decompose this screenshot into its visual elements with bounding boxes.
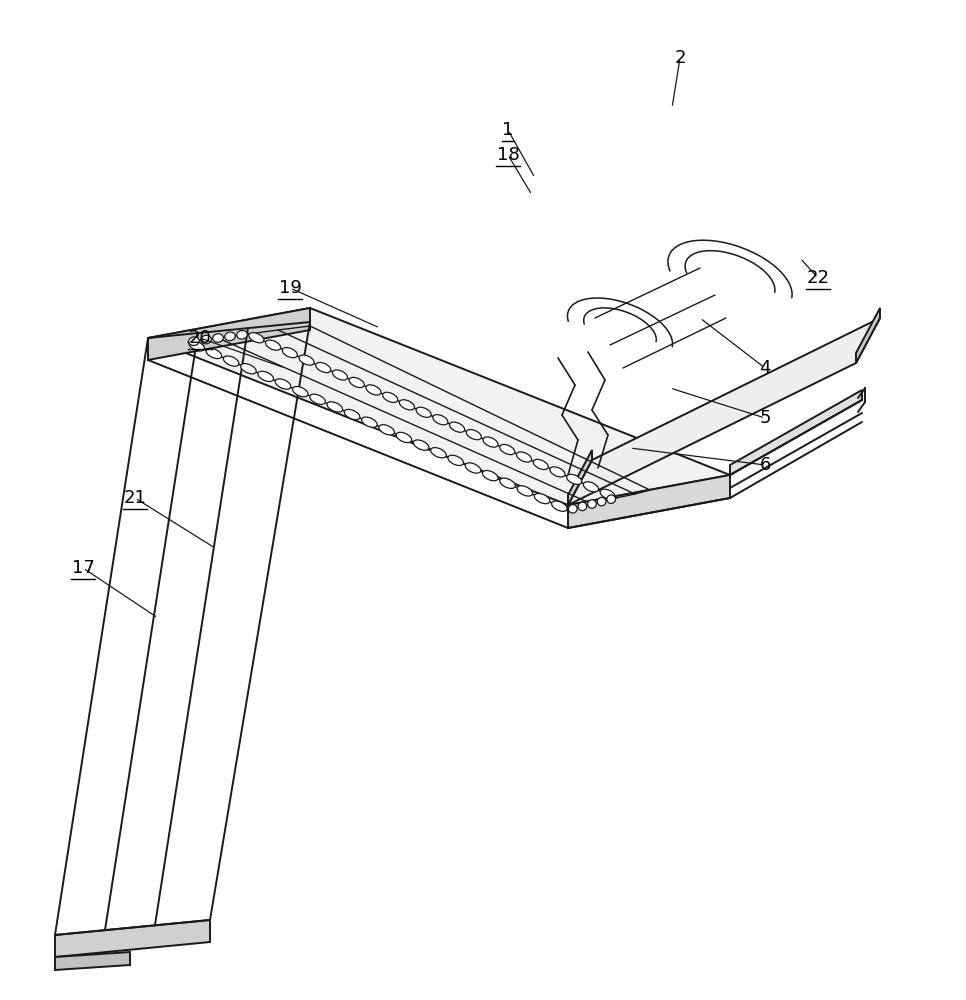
Ellipse shape [466,463,481,473]
Ellipse shape [416,407,431,417]
Text: 2: 2 [674,49,686,67]
Text: 19: 19 [278,279,301,297]
Ellipse shape [188,337,199,345]
Ellipse shape [299,355,314,365]
Ellipse shape [533,459,549,470]
Ellipse shape [366,385,381,395]
Ellipse shape [448,455,464,466]
Ellipse shape [483,437,498,447]
Text: 18: 18 [497,146,520,164]
Ellipse shape [282,348,298,358]
Ellipse shape [293,386,308,397]
Ellipse shape [249,333,264,343]
Text: 22: 22 [807,269,830,287]
Ellipse shape [517,452,531,462]
Text: 20: 20 [188,329,212,347]
Ellipse shape [482,470,498,481]
Ellipse shape [266,340,281,350]
Polygon shape [55,920,210,957]
Ellipse shape [241,364,256,374]
Ellipse shape [344,409,360,420]
Ellipse shape [578,502,586,511]
Polygon shape [148,308,730,505]
Ellipse shape [499,444,515,455]
Ellipse shape [597,497,606,506]
Ellipse shape [383,392,398,402]
Ellipse shape [587,500,596,508]
Ellipse shape [534,493,550,504]
Ellipse shape [201,335,212,344]
Ellipse shape [413,440,429,450]
Ellipse shape [396,432,412,443]
Polygon shape [568,318,880,505]
Text: 21: 21 [124,489,147,507]
Ellipse shape [237,331,247,339]
Ellipse shape [349,377,364,388]
Ellipse shape [552,501,567,511]
Ellipse shape [316,362,330,373]
Text: 4: 4 [759,359,771,377]
Ellipse shape [275,379,291,389]
Ellipse shape [379,425,394,435]
Ellipse shape [600,489,615,499]
Polygon shape [55,952,130,970]
Ellipse shape [327,402,343,412]
Ellipse shape [550,467,565,477]
Ellipse shape [431,448,446,458]
Ellipse shape [223,356,239,366]
Ellipse shape [567,474,582,484]
Ellipse shape [188,341,205,351]
Text: 17: 17 [71,559,95,577]
Ellipse shape [449,422,465,432]
Text: 5: 5 [759,409,771,427]
Ellipse shape [213,334,223,342]
Text: 1: 1 [502,121,514,139]
Polygon shape [148,308,310,360]
Ellipse shape [332,370,348,380]
Polygon shape [730,390,862,475]
Polygon shape [856,308,880,363]
Ellipse shape [206,348,222,359]
Ellipse shape [499,478,515,488]
Ellipse shape [433,415,448,425]
Ellipse shape [361,417,377,427]
Ellipse shape [467,430,481,440]
Ellipse shape [568,505,577,513]
Ellipse shape [399,400,414,410]
Ellipse shape [258,371,273,382]
Text: 6: 6 [759,456,771,474]
Ellipse shape [583,482,599,492]
Ellipse shape [225,332,236,341]
Polygon shape [568,475,730,528]
Ellipse shape [607,495,615,503]
Ellipse shape [517,486,532,496]
Ellipse shape [310,394,326,404]
Polygon shape [568,450,592,505]
